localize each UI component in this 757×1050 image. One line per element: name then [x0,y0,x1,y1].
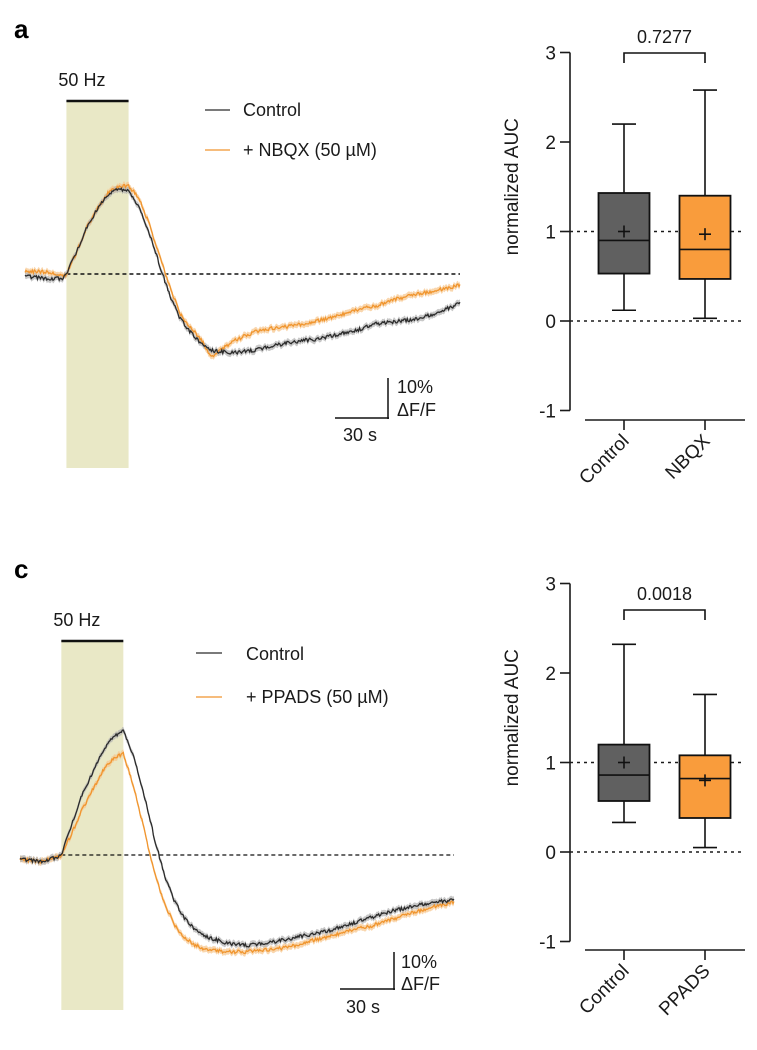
box-marks [597,52,732,320]
legend-label-control: Control [246,644,304,664]
box-marks [597,609,732,849]
y-tick-label: 0 [545,312,556,333]
scale-bar-y-label: 10% [397,377,433,397]
scale-bar: 10% ΔF/F 30 s [340,952,440,1017]
box-control [597,743,651,802]
trace-group [24,181,461,360]
y-tick-label: 1 [545,223,556,244]
legend: Control + NBQX (50 µM) [205,100,377,160]
box-control [597,192,651,275]
legend: Control + PPADS (50 µM) [196,644,389,707]
stimulus-window-shade [61,641,124,1010]
p-value-label: 0.0018 [637,584,692,604]
panel-label-c: c [14,554,28,584]
scale-bar-x-label: 30 s [346,997,380,1017]
legend-label-treatment: + NBQX (50 µM) [243,140,377,160]
trace-line-control [19,729,455,948]
trace-line-control [24,187,461,356]
y-tick-label: 3 [545,44,556,65]
x-tick-label: NBQX [662,430,715,483]
legend-label-control: Control [243,100,301,120]
x-tick-label: Control [575,961,633,1019]
x-tick-label: PPADS [655,961,714,1020]
y-tick-label: 2 [545,133,556,154]
scale-bar: 10% ΔF/F 30 s [335,377,436,445]
y-tick-label: -1 [539,933,556,954]
y-axis-title: normalized AUC [502,118,523,255]
y-tick-label: 3 [545,575,556,596]
stimulus-window-shade [66,101,129,468]
scale-bar-y-unit: ΔF/F [397,400,436,420]
scale-bar-y-label: 10% [401,952,437,972]
y-tick-label: 2 [545,664,556,685]
trace-line-treatment [19,751,455,955]
significance-bracket [623,52,706,63]
panel-c-boxplot: normalized AUC -1 0 1 2 3 Control PPADS 0.0018 [502,575,745,1020]
legend-label-treatment: + PPADS (50 µM) [246,687,389,707]
y-tick-label: -1 [539,402,556,423]
panel-c-trace: c 50 Hz Control + PPADS (50 µM) 10% ΔF/F… [14,554,455,1017]
panel-label-a: a [14,14,29,44]
y-tick-label: 0 [545,843,556,864]
y-tick-label: 1 [545,754,556,775]
stimulus-label: 50 Hz [53,610,100,630]
p-value-label: 0.7277 [637,27,692,47]
x-tick-label: Control [575,431,633,489]
box-ppads [678,754,732,819]
scale-bar-x-label: 30 s [343,425,377,445]
trace-line-treatment [24,183,461,358]
scale-bar-y-unit: ΔF/F [401,974,440,994]
panel-a-boxplot: normalized AUC -1 0 1 2 3 Control NBQX 0.7277 [502,27,745,489]
y-axis-title: normalized AUC [502,649,523,786]
significance-bracket [623,609,706,620]
trace-group [19,726,455,957]
panel-a-trace: a 50 Hz Control + NBQX (50 µM) 10% ΔF/F … [14,14,461,468]
stimulus-label: 50 Hz [58,70,105,90]
